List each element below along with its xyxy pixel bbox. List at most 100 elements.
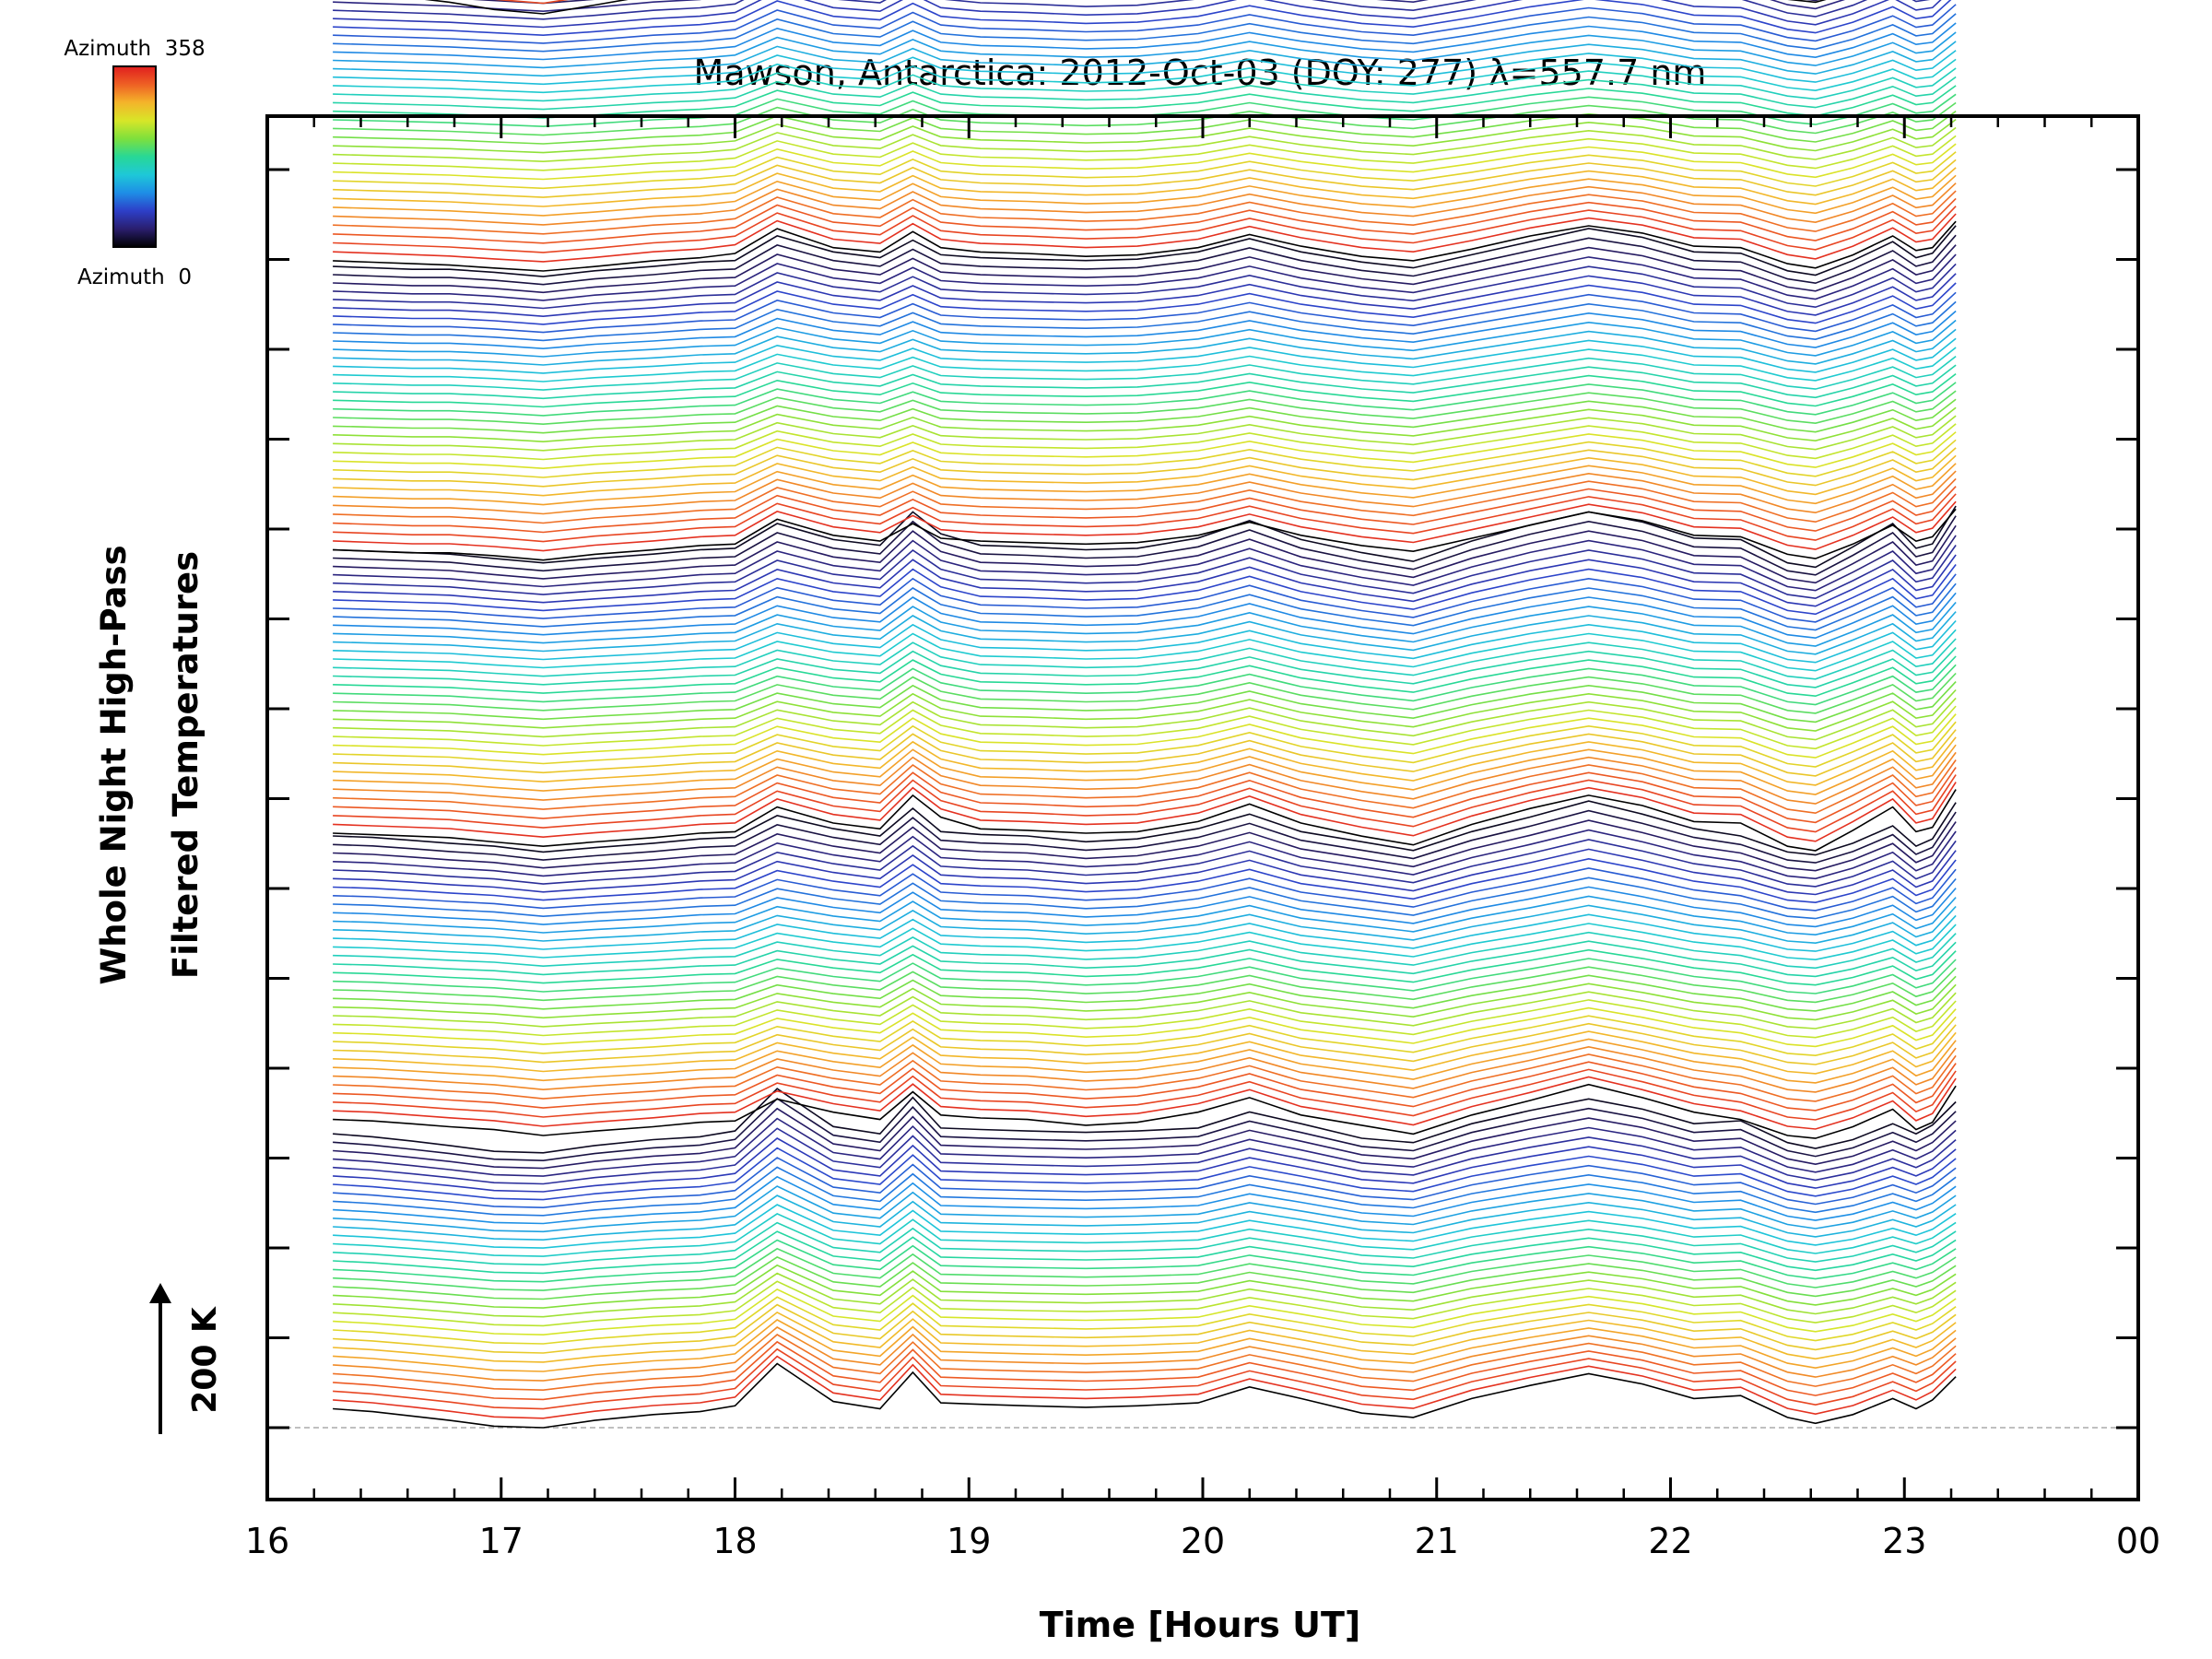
temperature-curve xyxy=(333,190,1957,235)
temperature-curve xyxy=(333,337,1957,374)
temperature-curve xyxy=(333,809,1957,864)
temperature-curve xyxy=(333,372,1957,408)
temperature-curve xyxy=(333,398,1957,434)
temperature-curve xyxy=(333,867,1957,912)
temperature-curve xyxy=(333,493,1957,543)
temperature-curve xyxy=(333,22,1957,61)
x-tick-label: 21 xyxy=(1415,1521,1459,1561)
temperature-curve xyxy=(333,0,1942,29)
temperature-curve xyxy=(333,174,1957,217)
x-tick-label: 17 xyxy=(479,1521,524,1561)
temperature-curve xyxy=(333,1272,1957,1318)
temperature-curve xyxy=(333,1097,1957,1162)
temperature-curve xyxy=(333,705,1957,750)
temperature-curve xyxy=(333,688,1957,732)
temperature-curve xyxy=(333,1280,1957,1327)
scale-bar-arrowhead xyxy=(149,1283,171,1303)
colorbar-swatch xyxy=(112,65,157,248)
temperature-curve xyxy=(333,1157,1957,1209)
temperature-curve xyxy=(333,619,1957,664)
temperature-curve xyxy=(333,982,1957,1021)
temperature-curve xyxy=(333,225,1957,277)
temperature-curve xyxy=(333,182,1957,226)
temperature-curve xyxy=(333,486,1957,534)
temperature-curve xyxy=(333,347,1957,382)
temperature-curve xyxy=(333,1239,1957,1283)
temperature-curve xyxy=(333,1083,1957,1139)
temperature-curve xyxy=(333,1088,1957,1154)
temperature-curve xyxy=(333,1212,1957,1257)
temperature-curve xyxy=(333,1053,1957,1102)
temperature-curve xyxy=(333,463,1957,506)
temperature-curve xyxy=(333,1334,1957,1392)
x-tick-label: 23 xyxy=(1882,1521,1926,1561)
y-axis-label-line2: Filtered Temperatures xyxy=(166,551,206,979)
temperature-curve xyxy=(333,895,1957,936)
temperature-curve xyxy=(333,573,1957,623)
temperature-curve xyxy=(333,524,1957,584)
temperature-curve xyxy=(333,508,1957,561)
temperature-curve xyxy=(333,1230,1957,1275)
temperature-curve xyxy=(333,1117,1957,1177)
temperature-curve xyxy=(333,1319,1957,1372)
temperature-curve xyxy=(333,999,1957,1039)
temperature-curve xyxy=(333,273,1957,318)
temperature-curve xyxy=(333,592,1957,640)
temperature-curve xyxy=(333,829,1957,880)
temperature-curve xyxy=(333,1147,1957,1201)
temperature-curve xyxy=(333,159,1957,198)
temperature-curve xyxy=(333,1030,1957,1075)
temperature-curve xyxy=(333,135,1957,171)
temperature-curve xyxy=(333,713,1957,759)
temperature-curve xyxy=(333,629,1957,672)
temperature-curve xyxy=(333,554,1957,607)
temperature-curve xyxy=(333,819,1957,872)
temperature-curve xyxy=(333,253,1957,301)
temperature-curve xyxy=(333,638,1957,680)
temperature-curve xyxy=(333,263,1957,310)
colorbar-bottom-label: Azimuth 0 xyxy=(77,265,192,289)
temperature-curve xyxy=(333,800,1957,856)
temperature-curve xyxy=(333,1221,1957,1266)
temperature-curve xyxy=(333,213,1957,263)
temperature-curve xyxy=(333,423,1957,461)
temperature-curve xyxy=(333,1355,1957,1419)
temperature-curve xyxy=(333,1015,1957,1057)
temperature-curve xyxy=(333,1076,1957,1130)
temperature-curve xyxy=(333,966,1957,1004)
temperature-curve xyxy=(333,58,1957,94)
temperature-curve xyxy=(333,877,1957,920)
temperature-curve xyxy=(424,0,1827,15)
temperature-curve xyxy=(333,220,1957,272)
temperature-curve xyxy=(333,721,1957,768)
temperature-curve xyxy=(333,364,1957,400)
temperature-curve xyxy=(333,1061,1957,1112)
temperature-curve xyxy=(333,1326,1957,1382)
temperature-curve xyxy=(333,601,1957,647)
temperature-curve xyxy=(333,1175,1957,1225)
temperature-curve xyxy=(333,1255,1957,1300)
temperature-curve xyxy=(333,447,1957,488)
temperature-curve xyxy=(333,1038,1957,1084)
temperature-curve xyxy=(333,50,1957,86)
temperature-curve xyxy=(333,110,1957,145)
temperature-curve xyxy=(333,31,1957,69)
temperature-curve xyxy=(333,681,1957,724)
temperature-curve xyxy=(333,1194,1957,1241)
temperature-curve xyxy=(333,1068,1957,1121)
temperature-curve xyxy=(333,672,1957,714)
temperature-curve xyxy=(333,974,1957,1012)
temperature-curve xyxy=(333,206,1957,253)
temperature-curve xyxy=(333,1137,1957,1193)
temperature-curve xyxy=(333,1185,1957,1233)
temperature-curve xyxy=(333,143,1957,181)
scale-bar-label: 200 K xyxy=(186,1306,224,1414)
temperature-curve xyxy=(333,1264,1957,1309)
temperature-curve xyxy=(333,328,1957,366)
x-tick-label: 18 xyxy=(712,1521,757,1561)
curves xyxy=(333,0,1957,1429)
temperature-curve xyxy=(333,244,1957,294)
x-tick-label: 22 xyxy=(1648,1521,1692,1561)
temperature-curve xyxy=(472,0,1820,5)
